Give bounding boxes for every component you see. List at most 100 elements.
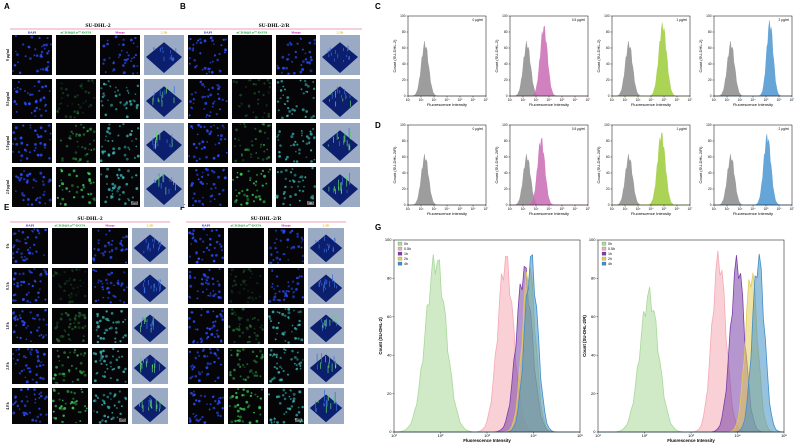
cell-dot <box>70 364 73 367</box>
column-header: Merge <box>281 224 291 228</box>
cell-dot <box>261 301 264 304</box>
cell-dot <box>11 142 15 145</box>
cell-dot <box>80 313 84 317</box>
cell-dot <box>240 317 243 320</box>
cell-dot <box>43 254 45 257</box>
cell-dot <box>22 272 25 275</box>
cell-dot <box>27 324 29 327</box>
cell-dot <box>26 248 30 252</box>
y-tick-label: 80 <box>606 30 610 34</box>
cell-dot <box>78 311 81 315</box>
cell-dot <box>105 135 108 138</box>
cell-dot <box>127 169 130 173</box>
cell-dot <box>119 193 121 196</box>
cell-dot <box>42 363 45 367</box>
cell-dot <box>227 324 231 328</box>
cell-dot <box>11 312 15 315</box>
cell-dot <box>259 198 262 201</box>
cell-dot <box>221 124 224 127</box>
cell-dot <box>108 327 111 330</box>
cell-dot <box>111 182 115 186</box>
cell-dot <box>252 182 255 185</box>
micrograph-tile <box>232 167 272 207</box>
cell-dot <box>245 114 248 117</box>
cell-dot <box>219 396 222 399</box>
y-tick-label: 60 <box>504 46 508 50</box>
cell-dot <box>293 109 297 112</box>
x-tick-label: 10⁷ <box>586 98 592 102</box>
cell-dot <box>68 318 72 321</box>
cell-dot <box>39 135 43 138</box>
cell-dot <box>282 229 286 233</box>
cell-dot <box>121 248 124 251</box>
cell-dot <box>311 196 315 200</box>
x-tick-label: 10⁶ <box>777 98 783 102</box>
cell-dot <box>108 250 111 253</box>
cell-dot <box>259 146 262 148</box>
cell-dot <box>301 108 305 112</box>
cell-dot <box>20 256 24 259</box>
cell-dot <box>191 375 194 378</box>
histogram-control <box>714 154 792 206</box>
cell-dot <box>192 43 195 46</box>
cell-dot <box>20 252 23 255</box>
cell-dot <box>135 106 139 110</box>
cell-dot <box>136 45 139 48</box>
cell-dot <box>22 411 26 415</box>
cell-dot <box>296 324 299 327</box>
column-header: aCD30@Lu¹⁷⁷-DOTA <box>54 224 86 228</box>
cell-dot <box>287 290 290 293</box>
legend-swatch <box>397 246 403 251</box>
cell-dot <box>110 195 113 198</box>
cell-dot <box>73 351 76 354</box>
cell-dot <box>79 370 82 373</box>
cell-dot <box>209 61 212 64</box>
cell-dot <box>44 130 47 133</box>
cell-dot <box>304 58 308 61</box>
cell-dot <box>89 192 93 196</box>
cell-dot <box>208 71 211 73</box>
cell-dot <box>248 370 252 373</box>
cell-dot <box>279 97 282 100</box>
cell-dot <box>33 317 36 320</box>
histogram-control <box>714 41 792 97</box>
cell-dot <box>279 356 282 360</box>
cell-dot <box>232 376 236 380</box>
cell-dot <box>66 94 70 97</box>
cell-dot <box>62 335 65 338</box>
cell-dot <box>39 280 42 283</box>
cell-dot <box>106 167 110 171</box>
cell-dot <box>88 142 92 146</box>
cell-dot <box>109 392 112 395</box>
x-axis-label: Fluorescence Intensity <box>427 211 467 216</box>
legend-label: 0h <box>608 242 612 246</box>
cell-dot <box>197 178 200 181</box>
cell-dot <box>246 188 249 192</box>
cell-dot <box>286 43 290 47</box>
cell-dot <box>118 125 121 128</box>
cell-dot <box>122 336 125 339</box>
cell-dot <box>12 150 14 153</box>
cell-dot <box>53 373 57 377</box>
cell-dot <box>242 159 245 162</box>
cell-dot <box>44 109 48 113</box>
cell-dot <box>230 354 233 357</box>
cell-dot <box>294 50 297 54</box>
cell-dot <box>255 297 257 300</box>
x-tick-label: 10⁵ <box>560 207 566 211</box>
cell-dot <box>119 241 122 245</box>
cell-dot <box>30 340 32 343</box>
cell-dot <box>107 126 111 130</box>
cell-dot <box>266 148 269 151</box>
cell-dot <box>244 279 247 282</box>
cell-dot <box>44 228 47 232</box>
cell-dot <box>20 154 24 158</box>
cell-dot <box>239 323 241 326</box>
cell-dot <box>35 373 39 377</box>
cell-dot <box>33 149 36 152</box>
cell-dot <box>288 395 291 398</box>
cell-dot <box>30 35 34 39</box>
cell-dot <box>35 236 38 239</box>
cell-dot <box>202 273 206 276</box>
